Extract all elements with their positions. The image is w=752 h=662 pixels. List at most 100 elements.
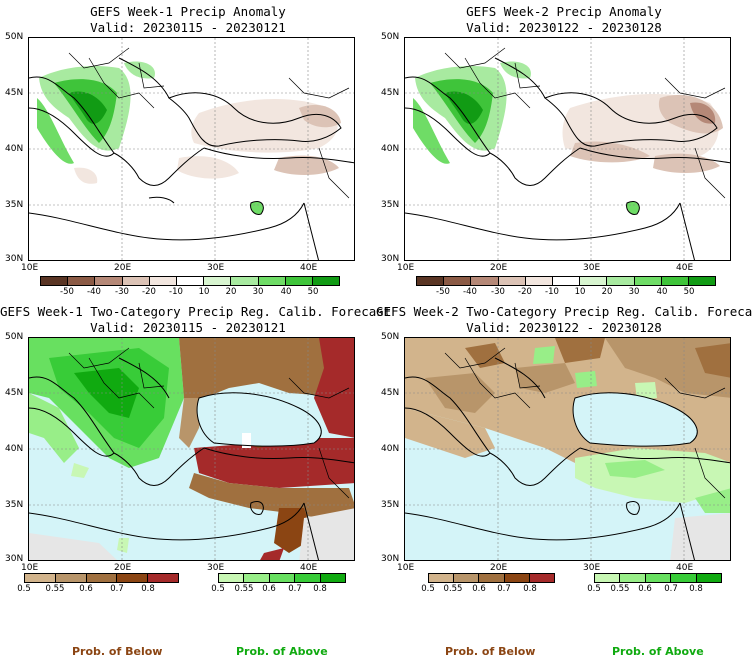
- anomaly-colorbar: [416, 276, 716, 286]
- lat-label: 50N: [381, 32, 400, 42]
- colorbar-swatch: [607, 277, 635, 285]
- lon-label: 30E: [583, 563, 601, 573]
- lon-label: 10E: [21, 563, 39, 573]
- lat-label: 35N: [381, 500, 400, 510]
- lat-label: 40N: [381, 144, 400, 154]
- lon-label: 40E: [300, 563, 318, 573]
- above-swatch: [671, 574, 697, 582]
- above-swatch: [645, 574, 672, 582]
- lat-label: 45N: [381, 388, 400, 398]
- colorbar-tick: 0.8: [141, 584, 155, 594]
- colorbar-tick: 0.6: [79, 584, 93, 594]
- above-swatch: [620, 574, 646, 582]
- colorbar-tick: 0.7: [110, 584, 124, 594]
- colorbar-tick: 50: [683, 287, 695, 297]
- colorbar-swatch: [552, 277, 581, 285]
- colorbar-swatch: [258, 277, 286, 285]
- panel-title: GEFS Week-1 Two-Category Precip Reg. Cal…: [0, 304, 392, 319]
- colorbar-tick: -20: [518, 287, 532, 297]
- lat-label: 40N: [5, 144, 24, 154]
- below-colorbar: [428, 573, 555, 583]
- lat-label: 35N: [5, 200, 24, 210]
- colorbar-tick: 40: [280, 287, 292, 297]
- above-colorbar: [218, 573, 346, 583]
- below-swatch: [454, 574, 480, 582]
- panel-title: GEFS Week-1 Precip Anomaly: [90, 4, 286, 19]
- colorbar-tick: 0.6: [638, 584, 652, 594]
- colorbar-swatch: [95, 277, 123, 285]
- panel-week2-two-category: GEFS Week-2 Two-Category Precip Reg. Cal…: [376, 300, 752, 600]
- map-plot: [28, 337, 355, 561]
- colorbar-tick: 20: [225, 287, 237, 297]
- colorbar-swatch: [661, 277, 689, 285]
- colorbar-tick: 0.7: [664, 584, 678, 594]
- panel-week1-two-category: GEFS Week-1 Two-Category Precip Reg. Cal…: [0, 300, 392, 600]
- panel-valid-date: Valid: 20230115 - 20230121: [90, 20, 286, 35]
- above-swatch: [595, 574, 621, 582]
- colorbar-tick: 0.5: [211, 584, 225, 594]
- below-swatch: [55, 574, 87, 582]
- colorbar-tick: 30: [628, 287, 640, 297]
- legend-below-label: Prob. of Below: [72, 645, 163, 658]
- colorbar-tick: 0.55: [234, 584, 254, 594]
- colorbar-tick: -10: [545, 287, 559, 297]
- colorbar-tick: -10: [169, 287, 183, 297]
- colorbar-swatch: [285, 277, 313, 285]
- panel-valid-date: Valid: 20230122 - 20230128: [466, 320, 662, 335]
- anomaly-colorbar: [40, 276, 340, 286]
- lon-label: 10E: [21, 263, 39, 273]
- lon-label: 20E: [490, 563, 508, 573]
- colorbar-tick: 0.6: [472, 584, 486, 594]
- below-swatch: [117, 574, 149, 582]
- colorbar-tick: 10: [574, 287, 586, 297]
- below-swatch: [504, 574, 530, 582]
- colorbar-tick: -50: [436, 287, 450, 297]
- colorbar-swatch: [122, 277, 150, 285]
- colorbar-swatch: [525, 277, 553, 285]
- colorbar-swatch: [68, 277, 96, 285]
- lat-label: 45N: [5, 88, 24, 98]
- colorbar-tick: 0.7: [288, 584, 302, 594]
- colorbar-tick: -40: [463, 287, 477, 297]
- lat-label: 50N: [5, 332, 24, 342]
- lon-label: 40E: [676, 563, 694, 573]
- panel-week1-anomaly: GEFS Week-1 Precip Anomaly Valid: 202301…: [0, 0, 376, 300]
- colorbar-swatch: [204, 277, 232, 285]
- colorbar-tick: 0.55: [443, 584, 463, 594]
- panel-title: GEFS Week-2 Two-Category Precip Reg. Cal…: [376, 304, 752, 319]
- colorbar-tick: -40: [87, 287, 101, 297]
- lon-label: 30E: [583, 263, 601, 273]
- colorbar-tick: 0.5: [421, 584, 435, 594]
- lon-label: 30E: [207, 563, 225, 573]
- above-swatch: [320, 574, 346, 582]
- colorbar-tick: 30: [252, 287, 264, 297]
- lon-label: 20E: [114, 563, 132, 573]
- colorbar-tick: -50: [60, 287, 74, 297]
- colorbar-swatch: [417, 277, 445, 285]
- colorbar-tick: 0.5: [17, 584, 31, 594]
- lon-label: 20E: [114, 263, 132, 273]
- colorbar-tick: 50: [307, 287, 319, 297]
- below-swatch: [25, 574, 56, 582]
- colorbar-swatch: [41, 277, 69, 285]
- below-swatch: [429, 574, 455, 582]
- below-swatch: [148, 574, 178, 582]
- colorbar-tick: 20: [601, 287, 613, 297]
- above-swatch: [244, 574, 270, 582]
- colorbar-swatch: [231, 277, 259, 285]
- colorbar-tick: 0.6: [262, 584, 276, 594]
- colorbar-tick: 0.55: [45, 584, 65, 594]
- lon-label: 10E: [397, 263, 415, 273]
- colorbar-tick: 10: [198, 287, 210, 297]
- panel-title: GEFS Week-2 Precip Anomaly: [466, 4, 662, 19]
- lon-label: 40E: [676, 263, 694, 273]
- above-colorbar: [594, 573, 722, 583]
- colorbar-swatch: [176, 277, 205, 285]
- lat-label: 50N: [5, 32, 24, 42]
- map-plot: [404, 37, 731, 261]
- lat-label: 30N: [381, 254, 400, 264]
- colorbar-swatch: [634, 277, 662, 285]
- below-swatch: [479, 574, 505, 582]
- colorbar-swatch: [312, 277, 340, 285]
- colorbar-tick: 0.5: [587, 584, 601, 594]
